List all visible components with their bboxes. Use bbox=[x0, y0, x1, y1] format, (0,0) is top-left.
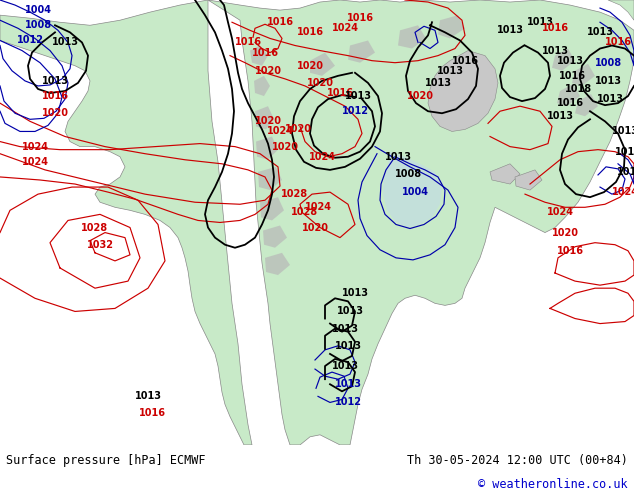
Text: 1013: 1013 bbox=[614, 147, 634, 157]
Text: 1013: 1013 bbox=[384, 152, 411, 162]
Polygon shape bbox=[310, 52, 335, 76]
Text: 1013: 1013 bbox=[526, 17, 553, 27]
Text: 1024: 1024 bbox=[332, 24, 358, 33]
Text: 1016: 1016 bbox=[235, 37, 261, 48]
Text: 1020: 1020 bbox=[41, 108, 68, 118]
Text: 1013: 1013 bbox=[335, 341, 361, 351]
Text: 1016: 1016 bbox=[541, 24, 569, 33]
Text: 1024: 1024 bbox=[612, 187, 634, 197]
Polygon shape bbox=[572, 64, 595, 86]
Text: 1032: 1032 bbox=[86, 240, 113, 250]
Text: 1013: 1013 bbox=[586, 27, 614, 37]
Text: 1024: 1024 bbox=[22, 157, 48, 167]
Polygon shape bbox=[256, 137, 278, 160]
Polygon shape bbox=[250, 46, 268, 66]
Polygon shape bbox=[428, 50, 498, 131]
Text: 1013: 1013 bbox=[134, 392, 162, 401]
Text: 1013: 1013 bbox=[496, 25, 524, 35]
Text: 1008: 1008 bbox=[394, 169, 422, 179]
Text: 1020: 1020 bbox=[406, 91, 434, 101]
Text: 1028: 1028 bbox=[281, 189, 309, 199]
Text: 1013: 1013 bbox=[595, 76, 621, 86]
Text: 1008: 1008 bbox=[25, 20, 51, 30]
Text: 1020: 1020 bbox=[285, 124, 311, 134]
Polygon shape bbox=[348, 41, 375, 63]
Text: © weatheronline.co.uk: © weatheronline.co.uk bbox=[478, 478, 628, 490]
Polygon shape bbox=[263, 225, 287, 248]
Text: 1013: 1013 bbox=[51, 37, 79, 48]
Text: 1013: 1013 bbox=[547, 111, 574, 122]
Text: 1024: 1024 bbox=[309, 152, 335, 162]
Text: 1013: 1013 bbox=[342, 288, 368, 298]
Polygon shape bbox=[575, 94, 598, 116]
Text: 1016: 1016 bbox=[557, 246, 583, 256]
Text: 1016: 1016 bbox=[327, 88, 354, 98]
Polygon shape bbox=[398, 25, 426, 49]
Text: 1016: 1016 bbox=[557, 98, 583, 108]
Text: 1008: 1008 bbox=[595, 58, 621, 68]
Text: 1013: 1013 bbox=[597, 94, 623, 104]
Text: 1016: 1016 bbox=[347, 13, 373, 23]
Text: 1016: 1016 bbox=[266, 17, 294, 27]
Text: Surface pressure [hPa] ECMWF: Surface pressure [hPa] ECMWF bbox=[6, 454, 206, 467]
Text: 1016: 1016 bbox=[297, 27, 323, 37]
Text: 1013: 1013 bbox=[41, 76, 68, 86]
Text: 1012: 1012 bbox=[335, 397, 361, 408]
Text: 1018: 1018 bbox=[564, 84, 592, 94]
Text: 1013: 1013 bbox=[335, 379, 361, 389]
Text: 1004: 1004 bbox=[25, 5, 51, 15]
Text: 1013: 1013 bbox=[332, 361, 358, 371]
Text: Th 30-05-2024 12:00 UTC (00+84): Th 30-05-2024 12:00 UTC (00+84) bbox=[407, 454, 628, 467]
Polygon shape bbox=[254, 76, 270, 96]
Text: 1012: 1012 bbox=[16, 35, 44, 46]
Text: 1028: 1028 bbox=[292, 207, 318, 218]
Text: 1020: 1020 bbox=[271, 142, 299, 151]
Text: 1012: 1012 bbox=[342, 106, 368, 116]
Text: 1016: 1016 bbox=[604, 37, 631, 48]
Text: 1024: 1024 bbox=[22, 142, 48, 151]
Polygon shape bbox=[255, 106, 274, 129]
Text: 1016: 1016 bbox=[41, 91, 68, 101]
Text: 1013: 1013 bbox=[425, 78, 451, 88]
Text: 1013: 1013 bbox=[541, 46, 569, 55]
Text: 1016: 1016 bbox=[252, 48, 278, 58]
Text: 1004: 1004 bbox=[401, 187, 429, 197]
Text: 1024: 1024 bbox=[304, 202, 332, 212]
Text: 1020: 1020 bbox=[254, 66, 281, 76]
Polygon shape bbox=[208, 0, 634, 445]
Polygon shape bbox=[0, 0, 252, 445]
Text: 1020: 1020 bbox=[254, 116, 281, 126]
Polygon shape bbox=[258, 167, 282, 190]
Polygon shape bbox=[490, 164, 520, 184]
Text: 1013: 1013 bbox=[344, 91, 372, 101]
Text: 1016: 1016 bbox=[138, 408, 165, 417]
Text: 1016: 1016 bbox=[559, 71, 586, 81]
Polygon shape bbox=[557, 84, 580, 106]
Polygon shape bbox=[260, 197, 284, 220]
Text: 1020: 1020 bbox=[297, 61, 323, 71]
Text: 1013: 1013 bbox=[616, 167, 634, 177]
Polygon shape bbox=[608, 0, 634, 20]
Text: 1013: 1013 bbox=[612, 126, 634, 136]
Text: 1013: 1013 bbox=[436, 66, 463, 76]
Text: 1016: 1016 bbox=[451, 56, 479, 66]
Polygon shape bbox=[438, 15, 465, 38]
Text: 1020: 1020 bbox=[306, 78, 333, 88]
Text: 1024: 1024 bbox=[266, 126, 294, 136]
Text: 1020: 1020 bbox=[552, 227, 578, 238]
Polygon shape bbox=[265, 253, 290, 275]
Text: 1028: 1028 bbox=[81, 222, 108, 233]
Text: 1013: 1013 bbox=[337, 306, 363, 317]
Polygon shape bbox=[383, 152, 442, 227]
Text: 1013: 1013 bbox=[332, 323, 358, 334]
Text: 1013: 1013 bbox=[557, 56, 583, 66]
Polygon shape bbox=[515, 170, 542, 190]
Text: 1020: 1020 bbox=[302, 222, 328, 233]
Polygon shape bbox=[552, 49, 575, 71]
Text: 1024: 1024 bbox=[547, 207, 574, 218]
